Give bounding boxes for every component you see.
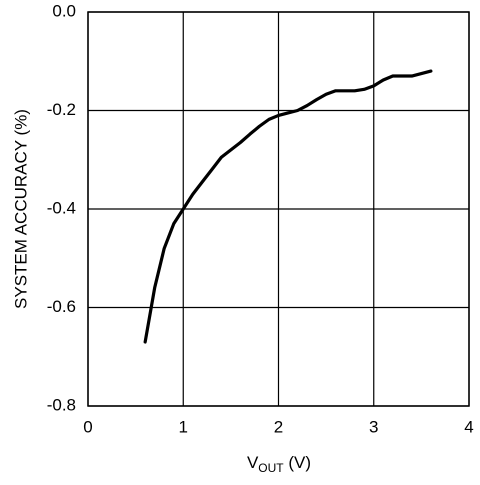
y-tick-label: 0.0: [52, 1, 76, 20]
x-label-unit: (V): [284, 453, 311, 472]
x-label-sub: OUT: [258, 461, 284, 475]
y-tick-label: -0.4: [47, 198, 76, 217]
x-tick-label: 0: [83, 417, 92, 436]
x-tick-label: 3: [369, 417, 378, 436]
x-tick-label: 2: [274, 417, 283, 436]
y-tick-label: -0.2: [47, 100, 76, 119]
x-tick-label: 4: [464, 417, 473, 436]
y-tick-label: -0.8: [47, 395, 76, 414]
y-axis-label: SYSTEM ACCURACY (%): [11, 109, 30, 309]
y-tick-label: -0.6: [47, 297, 76, 316]
x-tick-label: 1: [179, 417, 188, 436]
x-axis-label: VOUT (V): [247, 453, 311, 475]
data-line: [143, 69, 433, 344]
x-label-main: V: [247, 453, 259, 472]
